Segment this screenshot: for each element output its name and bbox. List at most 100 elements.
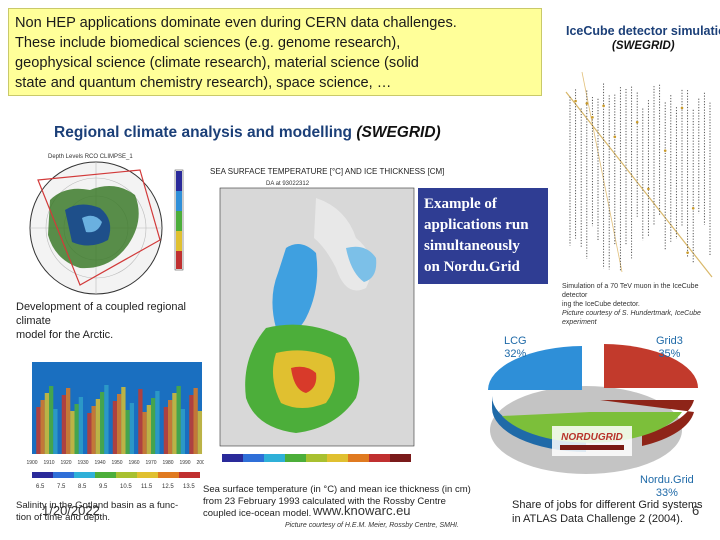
salinity-band <box>49 386 54 454</box>
salinity-band <box>142 412 147 454</box>
sst-colorbar-swatch <box>306 454 327 462</box>
sst-colorbar-swatch <box>327 454 348 462</box>
pie-label-grid3: Grid3 35% <box>656 335 683 361</box>
example-callout-box: Example of applications run simultaneous… <box>418 188 548 284</box>
salinity-scale-label: 7.5 <box>57 484 66 490</box>
pie-chart-caption: Share of jobs for different Grid systems… <box>512 498 717 526</box>
icecube-hit-dot <box>635 120 639 124</box>
icecube-hit-dot <box>591 116 594 119</box>
salinity-scale-label: 12.5 <box>162 484 174 490</box>
salinity-band <box>125 410 130 454</box>
icecube-caption-line: Simulation of a 70 TeV muon in the IceCu… <box>562 283 699 299</box>
regional-climate-title: Regional climate analysis and modelling … <box>54 124 441 142</box>
salinity-caption-line: tion of time and depth. <box>16 512 111 523</box>
salinity-band <box>185 402 190 454</box>
salinity-caption-line: Salinity in the Gotland basin as a func- <box>16 500 179 511</box>
salinity-band <box>176 386 181 454</box>
salinity-year-tick: 1900 <box>26 460 37 466</box>
salinity-band <box>40 400 45 454</box>
salinity-year-tick: 1920 <box>60 460 71 466</box>
salinity-year-ticks: 1900 1910 1920 1930 1940 1950 1960 1970 1980 1990… <box>26 460 204 466</box>
salinity-band <box>155 391 160 454</box>
intro-line: state and quantum chemistry research), s… <box>15 75 392 91</box>
salinity-band <box>44 393 50 454</box>
icecube-caption-line: Picture courtesy of S. Hundertmark, IceC… <box>562 310 701 326</box>
nordugrid-logo: NORDUGRID <box>552 426 632 456</box>
salinity-scale-label: 10.5 <box>120 484 132 490</box>
sst-caption-line: from 23 February 1993 calculated with th… <box>203 496 446 507</box>
sst-caption-line: coupled ice-ocean model. <box>203 508 312 519</box>
regional-title-text: Regional climate analysis and modelling <box>54 124 353 141</box>
icecube-hit-dot <box>686 251 689 254</box>
pie-slice-grid3 <box>604 344 698 388</box>
salinity-year-tick: 1990 <box>179 460 190 466</box>
icecube-hit-dot <box>574 99 577 103</box>
example-line: on Nordu.Grid <box>424 259 520 275</box>
salinity-band <box>78 397 84 454</box>
sst-colorbar-swatch <box>222 454 243 462</box>
intro-line: geophysical science (climate research), … <box>15 55 419 71</box>
pie-label-nordugrid-name: Nordu.Grid <box>640 474 694 486</box>
arctic-map-label: Depth Levels RCO CLIMPSE_1 <box>48 154 133 160</box>
icecube-hit-dot <box>602 104 605 108</box>
salinity-scale-swatch <box>53 472 74 478</box>
salinity-year-tick: 1930 <box>77 460 88 466</box>
salinity-band <box>168 400 173 454</box>
salinity-band <box>134 396 139 454</box>
salinity-band <box>117 394 122 454</box>
salinity-bands <box>32 385 203 454</box>
sst-map-title: SEA SURFACE TEMPERATURE [°C] AND ICE THI… <box>210 167 445 176</box>
salinity-band <box>146 405 152 454</box>
icecube-detector-strings <box>569 83 711 272</box>
icecube-title: IceCube detector simulation <box>566 24 720 38</box>
salinity-caption: Salinity in the Gotland basin as a func-… <box>16 500 201 524</box>
nordugrid-logo-text: NORDUGRID <box>561 432 623 443</box>
icecube-hit-dot <box>647 187 650 191</box>
sst-colorbar-swatch <box>390 454 411 462</box>
pie-label-grid3-name: Grid3 <box>656 335 683 347</box>
salinity-year-tick: 1940 <box>94 460 105 466</box>
salinity-year-tick: 1950 <box>111 460 122 466</box>
salinity-band <box>66 388 71 454</box>
sst-map-date: DA at 93022312 <box>266 181 310 187</box>
salinity-band <box>138 389 143 454</box>
pie-label-lcg-name: LCG <box>504 335 527 347</box>
salinity-band <box>172 393 177 454</box>
salinity-scale-swatch <box>74 472 95 478</box>
pie-slice-lcg <box>488 346 582 390</box>
grid-share-pie-chart: NORDUGRID <box>488 344 698 474</box>
sst-credit: Picture courtesy of H.E.M. Meier, Rossby… <box>285 522 459 529</box>
pie-label-nordugrid-value: 33% <box>655 487 678 499</box>
pie-caption-line: in ATLAS Data Challenge 2 (2004). <box>512 513 684 525</box>
salinity-band <box>83 390 88 454</box>
salinity-band <box>108 408 113 454</box>
sst-colorbar-swatch <box>264 454 285 462</box>
sst-caption-line: Sea surface temperature (in °C) and mean… <box>203 484 471 495</box>
sst-colorbar-swatch <box>369 454 390 462</box>
pie-label-lcg-value: 32% <box>504 348 527 360</box>
pie-grid3-edge <box>600 400 694 446</box>
icecube-hit-dot <box>680 106 684 110</box>
footer-page-number: 6 <box>692 503 700 518</box>
sst-colorbar-swatch <box>243 454 264 462</box>
salinity-band <box>112 401 118 454</box>
sst-colorbar-swatch <box>348 454 369 462</box>
salinity-scale-swatch <box>116 472 137 478</box>
pie-caption-line: Share of jobs for different Grid systems <box>512 499 703 511</box>
salinity-band <box>87 413 92 454</box>
footer-url[interactable]: www.knowarc.eu <box>313 503 411 518</box>
icecube-hit-dot <box>613 135 617 139</box>
salinity-band <box>32 414 37 454</box>
example-callout-text: Example of applications run simultaneous… <box>424 194 542 278</box>
regional-title-suffix: (SWEGRID) <box>356 124 441 141</box>
icecube-caption: Simulation of a 70 TeV muon in the IceCu… <box>562 282 712 327</box>
pie-label-nordugrid: Nordu.Grid 33% <box>640 474 694 500</box>
salinity-band <box>91 406 96 454</box>
salinity-scale-swatch <box>32 472 53 478</box>
salinity-band <box>129 403 135 454</box>
salinity-scale-swatch <box>158 472 179 478</box>
icecube-hit-dot <box>691 206 695 210</box>
salinity-scale-label: 13.5 <box>183 484 195 490</box>
icecube-simulation-image <box>562 62 716 282</box>
icecube-hit-dot <box>585 102 589 105</box>
